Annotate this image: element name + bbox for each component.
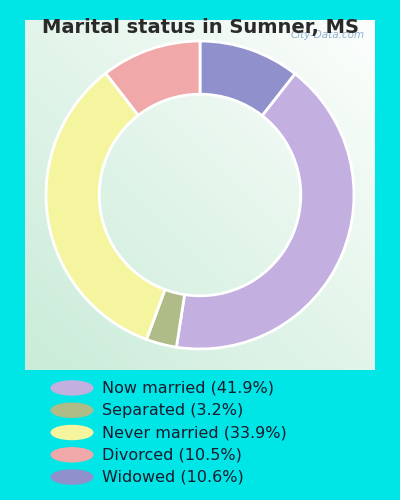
Text: Widowed (10.6%): Widowed (10.6%) xyxy=(102,470,244,484)
Circle shape xyxy=(51,470,93,484)
Wedge shape xyxy=(176,74,354,349)
Wedge shape xyxy=(106,41,200,116)
Text: Divorced (10.5%): Divorced (10.5%) xyxy=(102,448,242,462)
Text: Now married (41.9%): Now married (41.9%) xyxy=(102,380,274,396)
Text: Separated (3.2%): Separated (3.2%) xyxy=(102,402,243,417)
Circle shape xyxy=(51,426,93,440)
Wedge shape xyxy=(46,74,165,340)
Text: City-Data.com: City-Data.com xyxy=(290,30,364,40)
Circle shape xyxy=(51,448,93,462)
Circle shape xyxy=(51,381,93,395)
Text: Never married (33.9%): Never married (33.9%) xyxy=(102,425,287,440)
Wedge shape xyxy=(200,41,295,116)
Text: Marital status in Sumner, MS: Marital status in Sumner, MS xyxy=(42,18,358,36)
Circle shape xyxy=(51,403,93,417)
Wedge shape xyxy=(146,290,184,347)
